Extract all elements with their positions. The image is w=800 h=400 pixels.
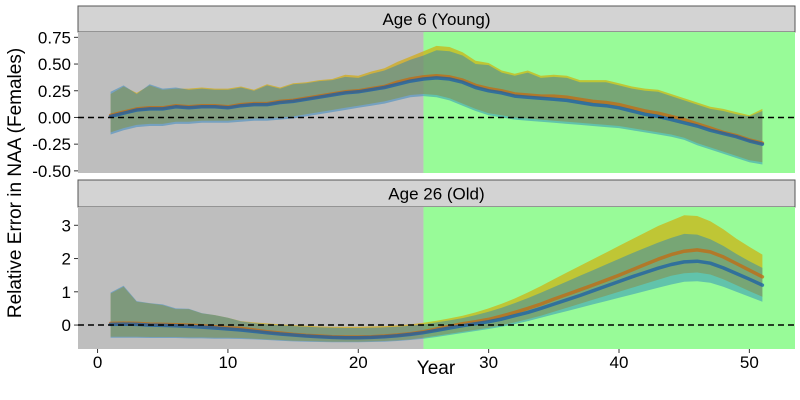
x-tick-label: 10 bbox=[218, 353, 237, 372]
series-2-median-line bbox=[108, 259, 765, 340]
plot-area bbox=[78, 32, 795, 173]
panel-2: Age 26 (Old) 0 1 2 3 bbox=[62, 179, 796, 349]
y-tick-label: 0.75 bbox=[38, 28, 71, 47]
y-tick-label: 1 bbox=[62, 283, 71, 302]
plot-area bbox=[78, 207, 795, 349]
x-tick-label: 30 bbox=[479, 353, 498, 372]
x-tick-label: 0 bbox=[93, 353, 102, 372]
y-tick-label: 2 bbox=[62, 250, 71, 269]
panel-title: Age 26 (Old) bbox=[388, 185, 484, 204]
y-tick-label: -0.50 bbox=[32, 162, 71, 181]
panel-strip bbox=[77, 5, 796, 33]
y-tick-label: -0.25 bbox=[32, 135, 71, 154]
panels-layer: Age 6 (Young)-0.50-0.250.000.250.500.75A… bbox=[32, 5, 796, 349]
y-tick-label: 3 bbox=[62, 216, 71, 235]
x-axis: 0 10 20 30 40 50 bbox=[93, 349, 759, 372]
y-axis-title: Relative Error in NAA (Females) bbox=[5, 48, 26, 318]
series-2-interval-band bbox=[110, 233, 763, 343]
x-axis-title: Year bbox=[417, 358, 456, 379]
panel-1: Age 6 (Young) -0.50 -0.25 0.00 0.25 0.50 0.75 bbox=[32, 5, 796, 181]
series-2-median-line bbox=[108, 76, 765, 146]
y-tick-label: 0.00 bbox=[38, 108, 71, 127]
x-tick-label: 40 bbox=[610, 353, 629, 372]
x-tick-label: 50 bbox=[740, 353, 759, 372]
panel-title: Age 6 (Young) bbox=[382, 10, 490, 29]
y-tick-label: 0.50 bbox=[38, 55, 71, 74]
x-tick-label: 20 bbox=[349, 353, 368, 372]
y-tick-label: 0.25 bbox=[38, 82, 71, 101]
y-tick-label: 0 bbox=[62, 316, 71, 335]
